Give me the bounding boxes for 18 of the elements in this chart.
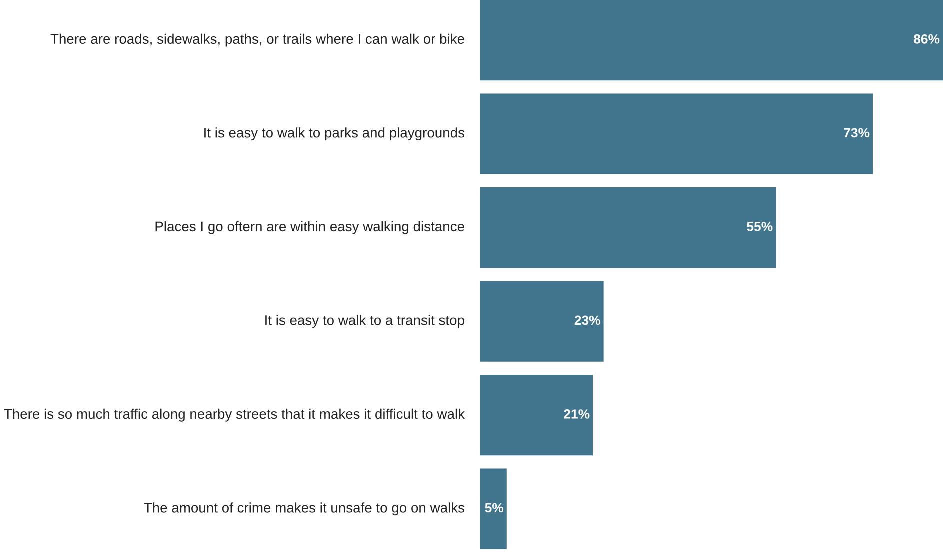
y-tick-label: There are roads, sidewalks, paths, or trails where I can walk or bike [50, 34, 464, 47]
data-label: 5% [485, 503, 504, 513]
data-label: 73% [844, 128, 870, 138]
y-tick-label: It is easy to walk to a transit stop [266, 315, 464, 328]
bar [480, 468, 507, 550]
bar [480, 94, 874, 174]
data-label: 86% [914, 34, 940, 44]
bar [480, 188, 776, 268]
y-tick-label: There is so much traffic along nearby streets that it makes it difficult to walk [4, 408, 466, 422]
bar [480, 281, 604, 362]
y-tick-label: It is easy to walk to parks and playgrounds [204, 128, 465, 141]
bar [480, 375, 594, 456]
y-tick-label: The amount of crime makes it unsafe to go on walks [144, 502, 465, 516]
bar [480, 0, 943, 81]
data-label: 23% [574, 316, 600, 326]
data-label: 55% [747, 222, 773, 232]
y-tick-label: Places I go oftern are within easy walking distance [156, 221, 464, 234]
data-label: 21% [564, 410, 590, 419]
